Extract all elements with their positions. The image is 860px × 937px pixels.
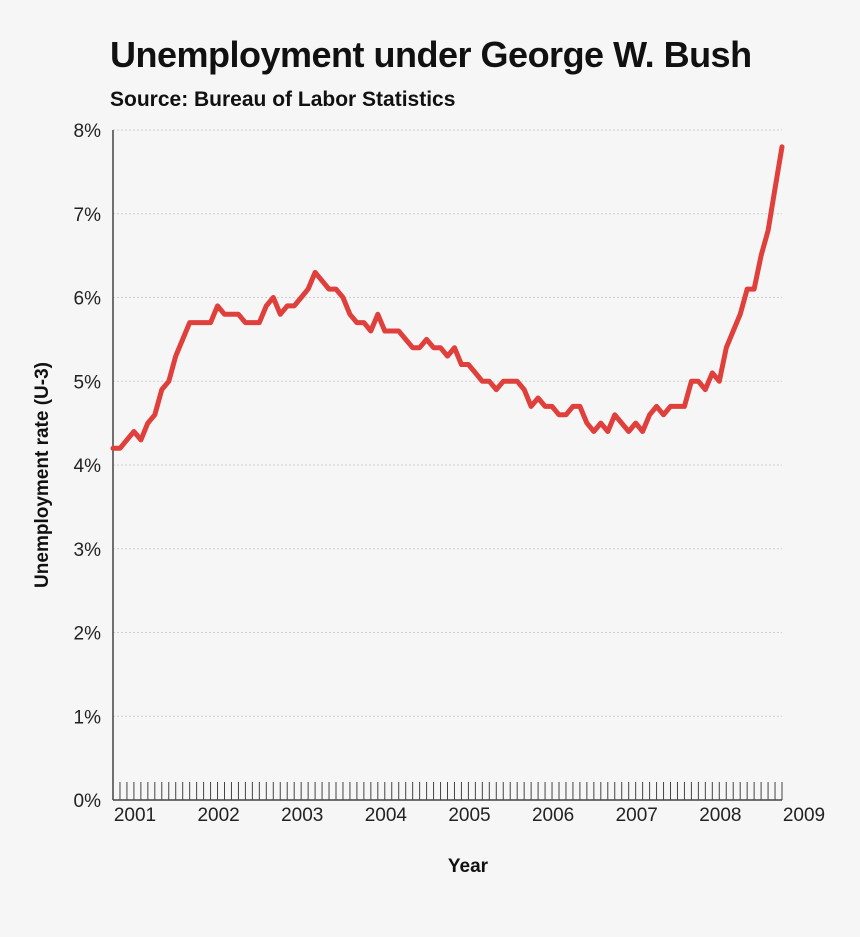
x-tick-label: 2008 bbox=[699, 805, 741, 826]
x-tick-labels: 2001 2002 2003 2004 2005 2006 2007 2008 2009 bbox=[114, 805, 825, 826]
chart-title: Unemployment under George W. Bush bbox=[110, 34, 752, 75]
x-tick-label: 2007 bbox=[616, 805, 658, 826]
x-tick-label: 2002 bbox=[197, 805, 239, 826]
x-axis-label: Year bbox=[448, 856, 489, 877]
gridlines bbox=[113, 129, 782, 717]
y-tick-label: 1% bbox=[74, 707, 102, 728]
y-tick-label: 3% bbox=[74, 540, 102, 561]
y-tick-label: 0% bbox=[74, 791, 102, 812]
y-axis-label: Unemployment rate (U-3) bbox=[32, 362, 53, 588]
y-tick-label: 8% bbox=[74, 121, 102, 142]
x-tick-label: 2003 bbox=[281, 805, 323, 826]
x-tick-label: 2004 bbox=[365, 805, 408, 826]
y-tick-label: 6% bbox=[74, 289, 102, 310]
y-tick-label: 2% bbox=[74, 624, 102, 645]
x-tick-label: 2001 bbox=[114, 805, 156, 826]
x-tick-label: 2009 bbox=[783, 805, 825, 826]
unemployment-series-line bbox=[110, 144, 785, 451]
y-tick-labels: 0% 1% 2% 3% 4% 5% 6% 7% 8% bbox=[74, 121, 102, 812]
chart-subtitle: Source: Bureau of Labor Statistics bbox=[110, 88, 456, 111]
y-tick-label: 5% bbox=[74, 372, 102, 393]
y-tick-label: 7% bbox=[74, 205, 102, 226]
x-tick-label: 2005 bbox=[448, 805, 490, 826]
y-tick-label: 4% bbox=[74, 456, 102, 477]
minor-ticks bbox=[112, 782, 783, 800]
x-tick-label: 2006 bbox=[532, 805, 574, 826]
